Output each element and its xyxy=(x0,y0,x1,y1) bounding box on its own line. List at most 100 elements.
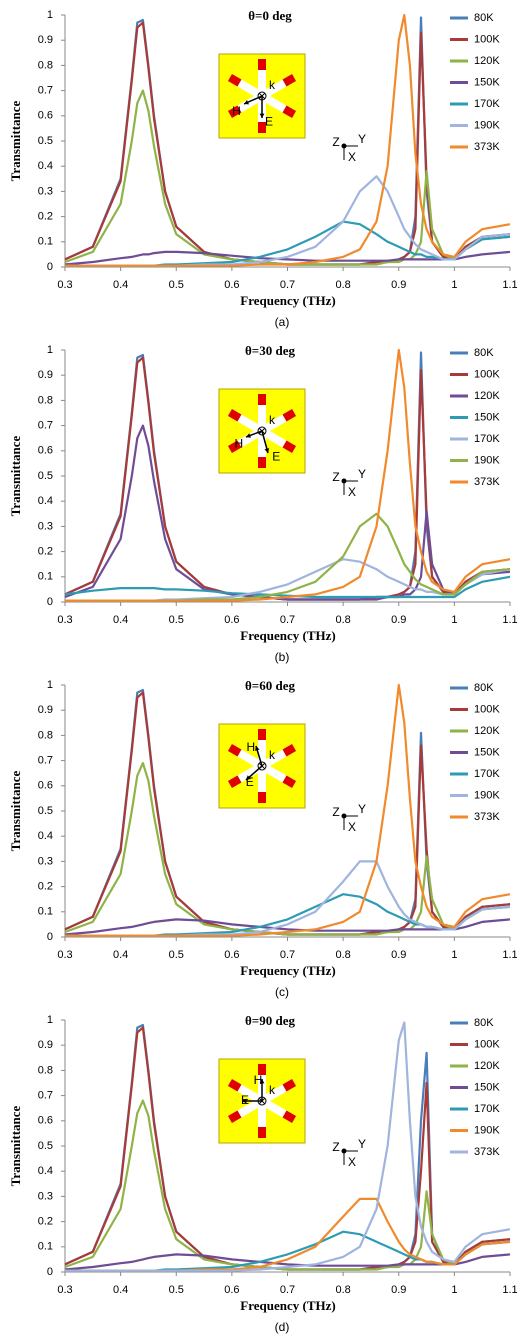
series-line xyxy=(64,918,511,936)
y-tick-label: 0.5 xyxy=(38,805,53,817)
arrow-head xyxy=(246,433,251,438)
series-line xyxy=(65,1021,511,1272)
chart-title: θ=60 deg xyxy=(245,678,295,693)
x-tick-label: 0.3 xyxy=(57,1284,72,1296)
x-tick-label: 0.5 xyxy=(169,949,184,961)
legend-label: 100K xyxy=(474,33,500,45)
series-line xyxy=(64,1099,511,1271)
y-tick-label: 0.6 xyxy=(38,780,53,792)
legend-label: 80K xyxy=(474,682,494,694)
x-tick-label: 1.1 xyxy=(502,949,517,961)
caption: (c) xyxy=(275,985,289,999)
spoke-end xyxy=(227,1110,242,1123)
spoke-end xyxy=(282,74,297,87)
x-tick-label: 0.6 xyxy=(224,614,239,626)
y-tick-label: 0.5 xyxy=(38,135,53,147)
arrow-head xyxy=(259,1079,265,1084)
y-tick-label: 0 xyxy=(47,261,53,273)
y-tick-label: 0.5 xyxy=(38,1140,53,1152)
panel: 0 0.1 0.2 0.3 0.4 0.5 0.6 0.7 0.8 0.9 1 0.3 0.4 0.5 0.… xyxy=(8,343,518,664)
inset-label: E xyxy=(265,115,273,129)
legend-label: 150K xyxy=(474,76,500,88)
y-tick-label: 0.4 xyxy=(38,830,53,842)
y-tick-label: 0 xyxy=(47,596,53,608)
y-tick-label: 0.9 xyxy=(38,369,53,381)
spoke-end xyxy=(227,1079,242,1092)
x-tick-label: 1 xyxy=(451,949,457,961)
x-tick-label: 0.7 xyxy=(280,279,295,291)
x-tick-label: 0.5 xyxy=(169,614,184,626)
legend-label: 373K xyxy=(474,811,500,823)
x-tick-label: 1.1 xyxy=(502,1284,517,1296)
series-line xyxy=(65,13,511,267)
legend-label: 170K xyxy=(474,98,500,110)
y-tick-label: 0.2 xyxy=(38,1216,53,1228)
y-tick-label: 0.9 xyxy=(38,34,53,46)
legend-label: 100K xyxy=(474,703,500,715)
y-tick-label: 1 xyxy=(47,9,53,21)
y-axis-label: Transmittance xyxy=(8,1105,23,1186)
arrow-head xyxy=(242,1098,247,1104)
y-tick-label: 0.3 xyxy=(38,1190,53,1202)
series-line xyxy=(64,1253,511,1271)
x-tick-label: 0.5 xyxy=(169,1284,184,1296)
x-tick-label: 0.8 xyxy=(335,1284,350,1296)
y-tick-label: 0.6 xyxy=(38,110,53,122)
y-tick-label: 0.6 xyxy=(38,1115,53,1127)
y-tick-label: 0.4 xyxy=(38,495,53,507)
y-tick-label: 0.3 xyxy=(38,855,53,867)
chart-title: θ=0 deg xyxy=(248,8,292,23)
inset-label: H xyxy=(246,740,255,754)
coord-label: X xyxy=(348,820,356,834)
legend-label: 190K xyxy=(474,454,500,466)
caption: (b) xyxy=(275,650,290,664)
legend-label: 100K xyxy=(474,368,500,380)
series-line xyxy=(64,761,511,936)
x-tick-label: 0.4 xyxy=(113,279,128,291)
arrow-head xyxy=(244,100,249,105)
inset-label: H xyxy=(234,436,243,450)
y-tick-label: 1 xyxy=(47,1014,53,1026)
series-line xyxy=(65,348,511,602)
x-tick-label: 0.7 xyxy=(280,1284,295,1296)
caption: (d) xyxy=(275,1320,290,1334)
coord-label: Z xyxy=(332,805,339,819)
legend-label: 150K xyxy=(474,411,500,423)
x-tick-label: 0.9 xyxy=(391,1284,406,1296)
x-tick-label: 1 xyxy=(451,279,457,291)
y-tick-label: 0.4 xyxy=(38,1165,53,1177)
inset-label: k xyxy=(269,748,276,762)
spoke-end xyxy=(227,105,242,118)
legend-label: 170K xyxy=(474,433,500,445)
y-tick-label: 0.3 xyxy=(38,520,53,532)
spoke-end xyxy=(282,440,297,453)
inset-label: k xyxy=(269,413,276,427)
inset-label: k xyxy=(269,78,276,92)
x-tick-label: 0.6 xyxy=(224,1284,239,1296)
spoke-end xyxy=(227,409,242,422)
spoke-end xyxy=(227,440,242,453)
legend-label: 150K xyxy=(474,1081,500,1093)
legend-label: 190K xyxy=(474,1124,500,1136)
y-tick-label: 0.9 xyxy=(38,1039,53,1051)
y-axis-label: Transmittance xyxy=(8,435,23,516)
arrow-head xyxy=(246,775,251,780)
x-tick-label: 1 xyxy=(451,1284,457,1296)
coord-label: Y xyxy=(358,132,366,146)
spoke-end xyxy=(282,1110,297,1123)
legend-label: 120K xyxy=(474,725,500,737)
arrow-head xyxy=(264,448,270,453)
y-tick-label: 1 xyxy=(47,679,53,691)
x-tick-label: 0.4 xyxy=(113,1284,128,1296)
x-tick-label: 0.6 xyxy=(224,279,239,291)
y-tick-label: 1 xyxy=(47,344,53,356)
spoke-end xyxy=(282,775,297,788)
x-tick-label: 0.8 xyxy=(335,279,350,291)
legend-label: 80K xyxy=(474,347,494,359)
series-line xyxy=(64,575,511,599)
y-tick-label: 0 xyxy=(47,931,53,943)
x-axis-label: Frequency (THz) xyxy=(240,963,335,978)
x-tick-label: 0.3 xyxy=(57,614,72,626)
y-tick-label: 0.1 xyxy=(38,1241,53,1253)
